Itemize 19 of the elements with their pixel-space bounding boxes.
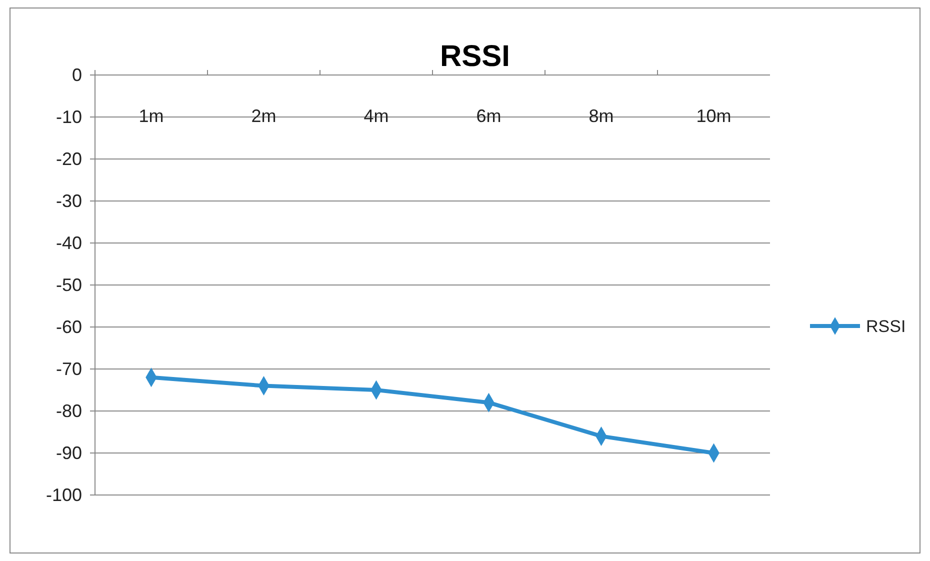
y-tick-label: -40 [56,232,82,253]
x-tick-label: 6m [476,106,502,126]
x-tick-label: 2m [251,106,276,126]
legend-label: RSSI [866,317,906,336]
y-tick-label: 0 [72,64,82,85]
y-tick-label: -80 [56,400,82,421]
y-tick-label: -90 [56,442,82,463]
y-tick-label: -100 [46,484,82,505]
x-tick-label: 10m [696,106,732,126]
y-tick-label: -20 [56,148,82,169]
x-tick-label: 1m [138,106,164,126]
x-tick-label: 8m [588,106,614,126]
y-tick-label: -60 [56,316,82,337]
y-tick-label: -30 [56,190,82,211]
y-tick-label: -50 [56,274,82,295]
y-tick-label: -70 [56,358,82,379]
y-tick-label: -10 [56,106,82,127]
chart-title: RSSI [440,40,510,73]
x-tick-label: 4m [364,106,389,126]
